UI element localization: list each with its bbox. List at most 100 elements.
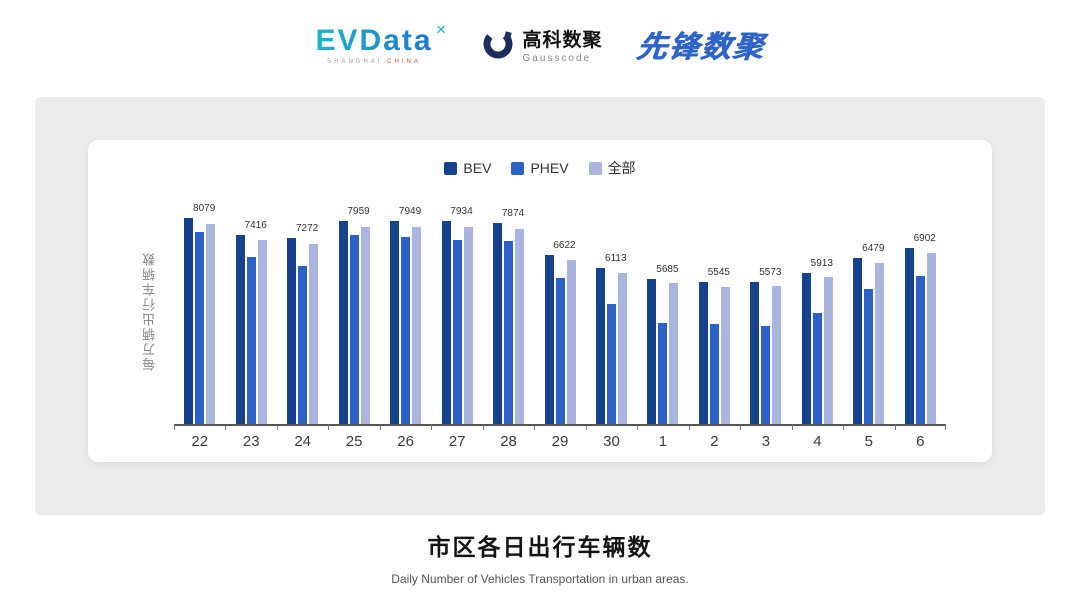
bar-value-label: 5913 [810,257,833,269]
bar-全部 [257,240,267,424]
bar-PHEV [504,240,514,424]
bar-group: 6622 [534,196,585,424]
x-tick-label: 2 [688,425,740,450]
legend-label: BEV [463,160,492,176]
bar-value-label: 7959 [347,205,370,217]
bar-PHEV [555,278,565,424]
bar-BEV [287,238,297,424]
bar-全部 [823,277,833,424]
bar-group: 5545 [689,196,740,424]
legend-swatch [588,161,602,175]
x-tick-label: 30 [585,425,637,450]
bar-全部 [309,243,319,424]
evdata-subtext-shanghai: SHANGHAI [327,58,383,65]
bar-全部 [463,227,473,424]
gausscode-en: Gausscode [522,52,592,64]
bar-value-label: 6479 [862,243,885,255]
bar-BEV [595,267,605,424]
chart-card: BEV PHEV 全部 每万辆出行车辆数 8079 7416 7272 7959 7949 7… [88,140,992,462]
bar-全部 [566,259,576,424]
legend-item-BEV: BEV [444,160,491,176]
y-axis-label: 每万辆出行车辆数 [142,251,157,371]
bar-value-label: 5573 [759,266,782,278]
bar-value-label: 6902 [913,232,936,244]
bar-value-label: 5545 [707,267,730,279]
bar-BEV [698,282,708,424]
bar-group: 5573 [740,196,791,424]
bar-group: 6113 [586,196,637,424]
bar-BEV [441,221,451,424]
x-tick-label: 3 [740,425,791,450]
bar-group: 7416 [225,196,276,424]
bar-value-label: 7874 [501,207,525,219]
bar-BEV [235,234,245,424]
bar-BEV [801,272,811,424]
evdata-logo: EVData ✕ SHANGHAI CHINA [315,21,447,65]
bar-value-label: 7272 [295,223,319,235]
bar-group: 7949 [380,196,431,424]
bar-PHEV [606,303,616,424]
legend-item-全部: 全部 [588,158,636,178]
legend-swatch [511,161,525,175]
x-tick-label: 25 [328,425,379,450]
bar-PHEV [298,266,308,424]
bar-group: 5685 [637,196,688,424]
x-tick-label: 27 [431,425,482,450]
gausscode-text: 高科数聚 Gausscode [523,25,603,64]
bar-BEV [750,281,760,424]
gausscode-logo: 高科数聚 Gausscode [481,25,603,64]
bar-group: 7874 [483,196,534,424]
legend-item-PHEV: PHEV [511,160,569,176]
bar-BEV [184,217,194,424]
plot-area: 8079 7416 7272 7959 7949 7934 7874 6622 6113 5685… [174,196,946,426]
gausscode-icon [483,29,513,59]
evdata-cross-icon: ✕ [435,21,447,37]
bar-PHEV [401,237,411,424]
bar-BEV [493,222,503,424]
bar-group: 7272 [277,196,328,424]
bar-BEV [338,220,348,424]
bar-PHEV [246,257,256,424]
legend-label: PHEV [530,160,569,176]
bar-PHEV [658,323,668,424]
bar-全部 [772,285,782,424]
bar-BEV [904,247,914,424]
bar-group: 8079 [174,196,225,424]
x-tick-label: 28 [482,425,534,450]
legend: BEV PHEV 全部 [88,158,992,178]
bar-全部 [360,226,370,424]
x-tick-label: 29 [534,425,585,450]
x-tick-label: 26 [379,425,431,450]
legend-swatch [444,161,458,175]
bar-PHEV [195,232,205,424]
bar-group: 7959 [328,196,379,424]
bar-PHEV [864,288,874,424]
bar-PHEV [349,234,359,424]
bar-value-label: 8079 [193,202,216,214]
bar-value-label: 5685 [656,263,679,275]
page-subtitle: Daily Number of Vehicles Transportation … [391,572,689,586]
bar-value-label: 7934 [450,206,473,218]
evdata-wordmark: EVData [315,23,433,57]
pioneer-logo: 先锋数聚 [634,31,766,64]
x-tick-label: 24 [276,425,328,450]
bar-value-label: 6113 [605,252,627,264]
bar-全部 [875,263,885,424]
x-tick-label: 6 [894,425,947,450]
page-title: 市区各日出行车辆数 [427,534,653,560]
bar-全部 [669,283,679,424]
bar-全部 [515,228,525,424]
bar-value-label: 7416 [244,219,267,231]
bar-全部 [617,272,627,424]
bar-PHEV [915,275,925,424]
y-axis-label-wrap: 每万辆出行车辆数 [140,196,159,426]
bar-PHEV [812,312,822,424]
bar-chart: 8079 7416 7272 7959 7949 7934 7874 6622 6113 5685… [174,196,947,450]
x-tick-label: 22 [174,425,225,450]
bar-value-label: 7949 [398,205,422,217]
bar-group: 7934 [431,196,482,424]
bar-BEV [544,254,554,424]
bar-group: 6479 [843,196,894,424]
x-tick-label: 23 [225,425,276,450]
bar-PHEV [761,325,771,424]
